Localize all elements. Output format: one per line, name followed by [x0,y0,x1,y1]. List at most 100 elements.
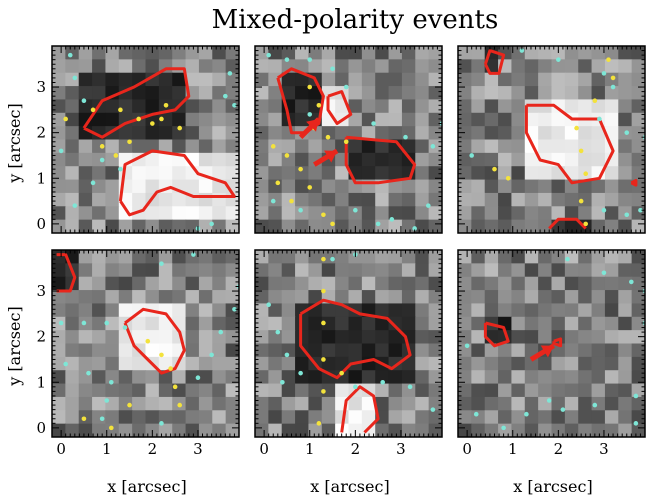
contour-1 [483,321,510,348]
cyan-dot [546,398,552,403]
panel-4: 0 1 2 3 0 1 2 3 [36,249,240,458]
contour-1 [82,67,191,139]
cyan-dot [633,421,639,426]
cyan-dot [63,361,68,367]
cyan-dot [108,379,114,385]
yellow-dot [177,125,183,131]
y-tick-label: 0 [36,419,46,437]
cyan-dot [633,393,639,399]
yellow-dot [108,425,114,431]
cyan-dot [223,93,228,99]
x-tick-label: 1 [305,440,315,458]
cyan-dot [330,66,335,72]
panel-6: 0 1 2 3 [457,249,646,458]
x-tick-label: 0 [56,440,66,458]
yellow-dot [163,102,169,108]
cyan-dot [407,384,413,390]
panel-frame [254,249,443,438]
yellow-dot [583,171,589,177]
yellow-dot [574,125,579,131]
y-tick-label: 0 [36,215,46,233]
yellow-dot [99,144,105,149]
contour-2 [552,337,563,348]
cyan-dot [426,203,431,208]
x-axis-label-middle: x [arcsec] [310,477,389,496]
yellow-dot [321,212,326,218]
cyan-dot [624,212,630,218]
cyan-dot [469,153,474,158]
yellow-dot [177,402,183,408]
cyan-dot [389,217,395,222]
yellow-dot [307,84,313,90]
yellow-dot [150,121,155,126]
y-axis-label-top: y [arcsec] [5,103,24,183]
yellow-dot [118,107,123,113]
arrow-head [324,150,338,163]
cyan-dot [270,198,276,204]
cyan-dot [601,270,607,276]
cyan-dot [412,226,417,231]
arrow-head [306,118,319,132]
cyan-dot [58,148,64,154]
cyan-dot [610,84,616,90]
contour-1 [276,67,325,135]
cyan-dot [560,407,566,412]
cyan-dot [501,425,506,431]
cyan-dot [104,398,110,403]
cyan-dot [266,52,271,58]
yellow-dot [505,175,511,181]
cyan-dot [58,320,64,326]
panel-frame [457,45,646,234]
cyan-dot [122,325,128,330]
yellow-dot [606,57,611,62]
yellow-dot [289,198,294,204]
cyan-dot [556,57,561,62]
cyan-dot [298,207,303,213]
yellow-dot [307,185,313,190]
cyan-dot [298,370,303,376]
cyan-dot [380,379,386,385]
cyan-dot [375,221,381,227]
cyan-dot [159,421,164,426]
x-tick-label: 2 [148,440,158,458]
yellow-dot [578,148,584,154]
yellow-dot [339,370,344,376]
cyan-dot [371,121,376,126]
y-tick-label: 2 [36,124,46,142]
y-tick-label: 2 [36,328,46,346]
yellow-dot [330,221,335,227]
y-tick-label: 1 [36,373,46,391]
cyan-dot [72,203,78,208]
panel-frame [51,249,240,438]
yellow-dot [270,144,276,149]
yellow-dot [127,402,132,408]
x-tick-label: 3 [193,440,203,458]
cyan-dot [72,75,78,81]
cyan-dot [343,84,349,90]
cyan-dot [280,379,285,385]
cyan-dot [232,102,237,108]
magnetogram-pixels [52,46,239,233]
cyan-dot [638,207,643,213]
contour-2 [326,90,353,125]
cyan-dot [266,302,271,308]
yellow-dot [159,116,164,122]
contour-2 [118,149,236,217]
cyan-dot [565,256,570,262]
arrow-head [540,345,554,358]
cyan-dot [430,144,436,149]
chart-title: Mixed-polarity events [212,5,499,35]
cyan-dot [99,416,105,422]
cyan-dot [601,71,607,76]
panel-frame [51,45,240,234]
x-tick-label: 2 [351,440,361,458]
cyan-dot [81,320,87,326]
cyan-dot [90,180,96,186]
cyan-dot [118,166,123,172]
yellow-dot [578,198,584,204]
cyan-dot [307,57,313,62]
yellow-dot [90,107,96,113]
cyan-dot [209,221,214,227]
contour-3 [548,217,587,230]
contour-2 [123,307,186,375]
